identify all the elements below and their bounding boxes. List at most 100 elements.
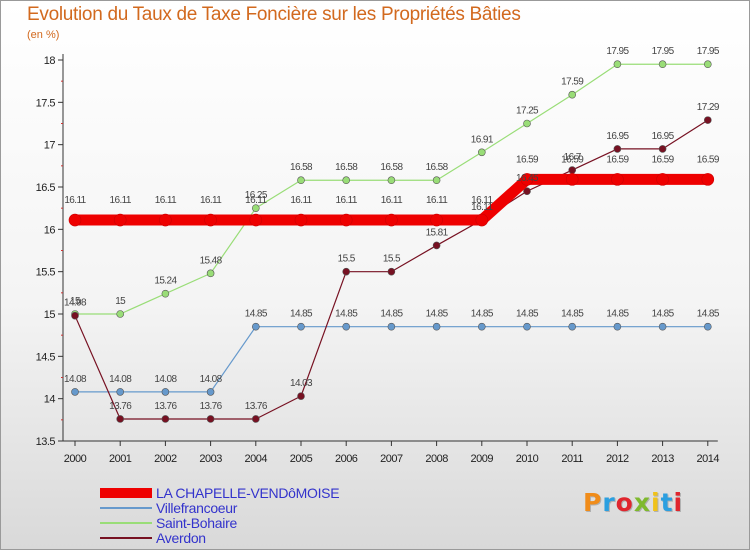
data-label: 16.11	[381, 195, 403, 206]
data-point	[430, 213, 443, 227]
data-label: 16.59	[652, 154, 675, 165]
data-point	[432, 176, 441, 185]
data-label: 16.11	[471, 195, 493, 206]
data-point	[385, 213, 398, 227]
series-3-labels: 14.98 13.76 13.76 13.76 13.76 14.03 15.5 15.5 15…	[64, 102, 720, 412]
series-1	[71, 322, 712, 396]
data-label: 14.98	[64, 298, 87, 309]
x-tick-label: 2001	[109, 453, 132, 465]
data-point	[656, 173, 669, 186]
y-tick-label: 13.5	[36, 436, 56, 448]
data-label: 16.11	[200, 195, 222, 206]
x-tick-label: 2006	[335, 453, 358, 465]
data-label: 16.59	[697, 154, 720, 165]
data-point	[568, 90, 577, 99]
data-point	[387, 322, 396, 331]
data-point	[658, 322, 667, 331]
data-point	[206, 388, 215, 396]
legend-swatch	[100, 507, 152, 509]
data-point	[339, 213, 353, 227]
y-tick-label: 16	[44, 224, 56, 236]
data-label: 16.95	[606, 131, 629, 142]
series-0	[68, 173, 715, 227]
data-point	[475, 213, 489, 227]
y-tick-label: 15	[44, 309, 56, 321]
data-label: 13.76	[245, 401, 268, 412]
data-point	[523, 187, 531, 196]
x-tick-label: 2007	[380, 453, 403, 465]
data-label: 16.11	[155, 195, 177, 206]
chart-title: Evolution du Taux de Taxe Foncière sur l…	[27, 4, 521, 25]
x-tick-label: 2014	[697, 453, 720, 465]
data-point	[294, 213, 308, 227]
series-3	[71, 116, 712, 423]
legend-swatch	[100, 488, 152, 498]
data-label: 14.08	[154, 374, 177, 385]
series-2-labels: 15 15 15.24 15.48 16.25 16.58 16.58 16.58 16.58 1…	[70, 46, 720, 307]
data-point	[613, 145, 622, 153]
x-tick-label: 2002	[154, 453, 177, 465]
data-label: 14.08	[200, 374, 223, 385]
y-tick-label: 17.5	[36, 97, 56, 109]
data-label: 16.58	[426, 162, 449, 173]
x-tick-label: 2004	[245, 453, 268, 465]
data-point	[523, 322, 531, 331]
y-tick-label: 16.5	[36, 182, 56, 194]
data-point	[297, 322, 305, 331]
data-label: 16.95	[652, 131, 675, 142]
x-tick-label: 2013	[651, 453, 674, 465]
data-point	[204, 213, 217, 227]
data-label: 14.08	[64, 374, 87, 385]
data-point	[613, 60, 622, 69]
x-tick-label: 2009	[471, 453, 494, 465]
data-point	[613, 322, 622, 331]
data-point	[297, 176, 305, 185]
data-point	[68, 213, 82, 227]
data-label: 15.48	[200, 255, 223, 266]
data-point	[342, 176, 351, 185]
y-tick-label: 14	[44, 394, 56, 406]
series-0-labels: 16.11 16.11 16.11 16.11 16.11 16.11 16.11 16.11…	[64, 154, 720, 206]
data-label: 16.59	[606, 154, 629, 165]
data-label: 14.03	[290, 378, 313, 389]
data-label: 17.95	[697, 46, 720, 57]
y-axis-unit: (en %)	[27, 29, 60, 41]
data-label: 16.11	[64, 195, 86, 206]
data-point	[658, 145, 667, 153]
legend-label: LA CHAPELLE-VENDôMOISE	[156, 485, 340, 501]
line-chart: 13.5 14 14.5 15 15.5 16 16.5 17 17.5 18 2000 2001 20…	[36, 46, 721, 465]
data-point	[432, 241, 441, 250]
data-label: 17.29	[697, 102, 720, 113]
data-point	[159, 213, 172, 227]
data-point	[116, 415, 124, 423]
data-point	[523, 119, 531, 128]
y-tick-label: 15.5	[36, 267, 56, 279]
data-label: 16.11	[245, 195, 267, 206]
data-point	[611, 173, 624, 186]
data-point	[477, 322, 486, 331]
data-point	[568, 322, 577, 331]
data-point	[252, 204, 260, 212]
data-point	[116, 310, 124, 318]
data-label: 16.45	[516, 173, 539, 184]
data-label: 16.58	[380, 162, 403, 173]
data-point	[71, 388, 79, 396]
x-tick-label: 2012	[606, 453, 629, 465]
data-point	[206, 415, 215, 423]
data-point	[249, 213, 263, 227]
data-point	[387, 176, 396, 185]
data-point	[161, 289, 170, 298]
data-point	[206, 269, 215, 278]
data-label: 17.95	[606, 46, 629, 57]
legend-swatch	[100, 537, 152, 539]
data-label: 15.5	[338, 254, 356, 265]
data-label: 17.25	[516, 106, 539, 117]
data-label: 14.85	[245, 309, 268, 320]
data-point	[116, 388, 124, 396]
data-label: 14.85	[290, 309, 313, 320]
data-point	[113, 213, 127, 227]
data-point	[342, 322, 351, 331]
data-point	[297, 392, 305, 400]
data-label: 15.24	[154, 276, 177, 287]
data-point	[658, 60, 667, 69]
